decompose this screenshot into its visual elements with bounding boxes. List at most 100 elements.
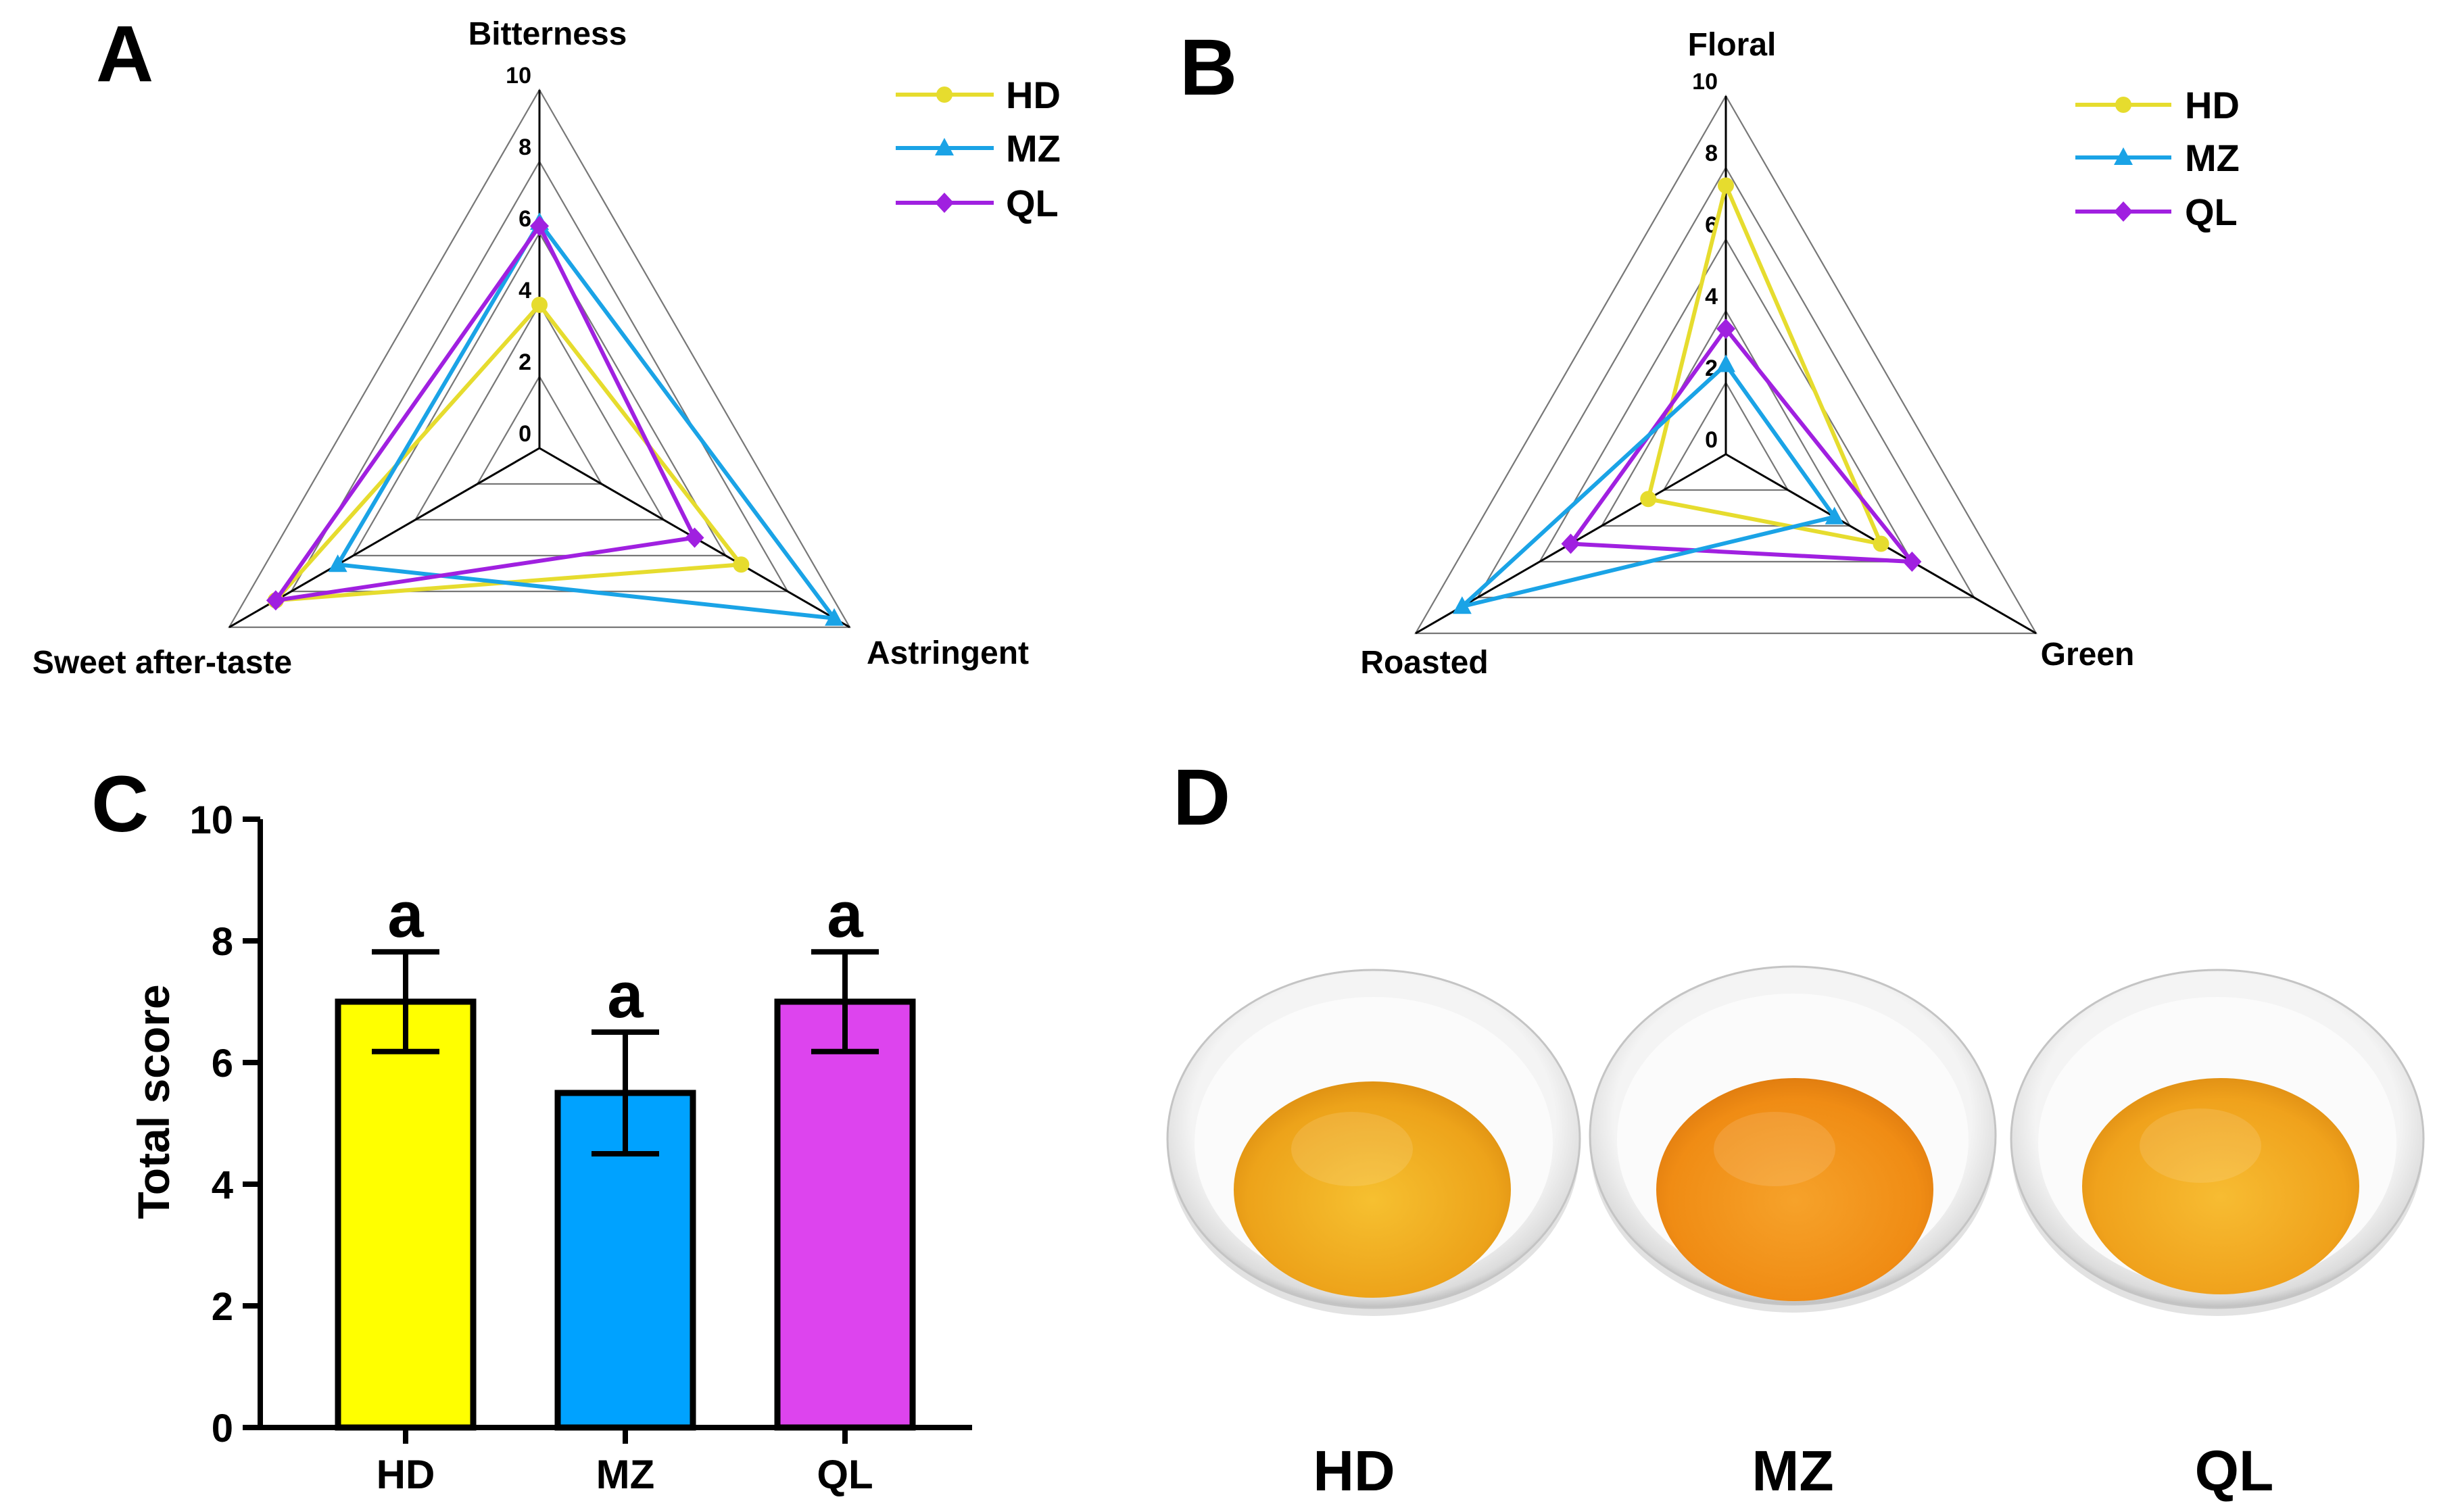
legend-a-marker-hd-shape	[936, 87, 952, 103]
legend-a-marker-ql-shape	[935, 193, 954, 213]
radar-b-grid-ring-2	[1662, 381, 1789, 491]
radar-b-tick-8: 8	[1705, 141, 1718, 166]
bar-c-bars: a HD a MZ a QL	[335, 879, 916, 1497]
legend-b-marker-mz	[2114, 147, 2133, 165]
radar-a-tick-6: 6	[518, 206, 531, 232]
bar-c-xtick-hd: HD	[377, 1452, 435, 1497]
photo-label-mz: MZ	[1752, 1439, 1833, 1503]
radar-a-tick-8: 8	[518, 135, 531, 160]
radar-b-series-ql-point-0	[1716, 318, 1735, 339]
legend-b-marker-ql-shape	[2114, 201, 2133, 222]
radar-a-grid-ring-4	[414, 303, 665, 521]
radar-a-series-mz-point-2	[328, 554, 347, 572]
bar-c-ylabel: Total score	[128, 984, 178, 1219]
tea-liquor-hd	[1234, 1081, 1511, 1298]
bar-c-significance-hd: a	[387, 879, 424, 951]
radar-b-series-hd-point-1	[1873, 535, 1889, 552]
radar-b-tick-0: 0	[1705, 427, 1718, 453]
bar-c-xtick-ql: QL	[817, 1452, 873, 1497]
tea-liquor-ql-highlight	[2140, 1108, 2261, 1183]
photo-label-hd: HD	[1313, 1439, 1395, 1503]
radar-a-series	[266, 212, 844, 626]
tea-liquor-mz	[1656, 1078, 1933, 1301]
radar-a-grid-ring-2	[476, 374, 603, 485]
radar-a-axis-sweet-after-taste: Sweet after-taste	[32, 645, 292, 681]
tea-liquor-ql	[2082, 1078, 2359, 1294]
bar-c-bar-ql	[774, 998, 916, 1431]
legend-a-marker-hd	[936, 87, 952, 103]
radar-b-series-hd-line	[1646, 183, 1883, 546]
radar-b-series-ql-point-1	[1902, 552, 1922, 572]
bar-c-bar-hd	[335, 998, 477, 1431]
radar-a-series-ql-point-1	[685, 527, 704, 548]
radar-a-axis-bitterness: Bitterness	[468, 16, 627, 52]
radar-a-grid-ring-10	[228, 88, 851, 629]
radar-a-series-mz-point-1	[825, 608, 844, 626]
radar-a-series-ql-point-0	[530, 216, 549, 237]
tea-liquor-mz-highlight	[1714, 1112, 1835, 1186]
legend-b-marker-hd	[2115, 97, 2131, 113]
panel-letter-b: B	[1180, 23, 1237, 112]
legend-b-label-ql: QL	[2185, 191, 2238, 233]
legend-b-marker-ql	[2114, 201, 2133, 222]
radar-b-axis-floral: Floral	[1688, 27, 1777, 63]
bar-c-ytick-0: 0	[212, 1407, 233, 1450]
radar-a-ticks: 0 2 4 6 8 10	[506, 63, 531, 447]
tea-cup-hd	[1166, 969, 1581, 1316]
bar-c-xtick-mz: MZ	[596, 1452, 655, 1497]
radar-a-tick-10: 10	[506, 63, 531, 89]
legend-a-label-hd: HD	[1006, 74, 1061, 116]
radar-b-axis-green: Green	[2041, 637, 2135, 673]
legend-a-marker-mz-shape	[935, 138, 954, 155]
tea-cup-mz	[1589, 965, 1997, 1313]
bar-c-ytick-8: 8	[212, 920, 233, 964]
radar-a-axis-astringent: Astringent	[867, 635, 1029, 671]
radar-a-grid-ring-8	[289, 160, 790, 593]
legend-b-label-mz: MZ	[2185, 137, 2240, 179]
radar-b-tick-4: 4	[1705, 284, 1718, 310]
radar-b-series-mz-point-1	[1825, 506, 1844, 525]
radar-a-series-ql-point-2	[266, 590, 285, 611]
panel-letter-c: C	[91, 760, 149, 849]
radar-a-tick-2: 2	[518, 349, 531, 375]
radar-b-axis-roasted: Roasted	[1360, 645, 1488, 681]
legend-a-marker-ql	[935, 193, 954, 213]
radar-b-tick-10: 10	[1692, 69, 1718, 95]
bar-c-ytick-10: 10	[189, 798, 233, 842]
radar-b-series	[1452, 177, 1922, 614]
radar-a-grid	[228, 88, 851, 629]
radar-b-series-mz-point-2	[1452, 596, 1472, 614]
photo-panel-d: HD MZ QL	[1166, 965, 2425, 1503]
photo-label-ql: QL	[2195, 1439, 2274, 1503]
radar-b-series-ql-line	[1568, 326, 1914, 564]
radar-a-series-hd-point-1	[733, 556, 750, 573]
radar-a-series-ql-line	[273, 224, 697, 603]
legend-b-marker-mz-shape	[2114, 147, 2133, 165]
radar-b-series-mz-point-0	[1716, 354, 1735, 372]
radar-b-grid-ring-8	[1476, 166, 1976, 599]
bar-c-significance-ql: a	[827, 879, 863, 951]
radar-a-series-hd-point-0	[531, 297, 548, 313]
radar-chart-a: 0 2 4 6 8 10 Bitterness Astringent Sweet afte…	[32, 16, 1029, 681]
legend-b-label-hd: HD	[2185, 84, 2240, 126]
radar-a-grid-ring-6	[352, 231, 727, 557]
bar-c-significance-mz: a	[607, 959, 644, 1031]
radar-a-tick-4: 4	[518, 278, 531, 303]
radar-b-series-mz-line	[1460, 362, 1837, 609]
legend-a: HD MZ QL	[896, 74, 1061, 224]
bar-c-ytick-2: 2	[212, 1285, 233, 1329]
radar-a-tick-0: 0	[518, 421, 531, 447]
radar-b-grid-ring-4	[1600, 309, 1852, 527]
legend-b-marker-hd-shape	[2115, 97, 2131, 113]
tea-cup-ql	[2010, 969, 2425, 1316]
legend-a-label-ql: QL	[1006, 182, 1059, 224]
legend-a-label-mz: MZ	[1006, 127, 1061, 170]
radar-b-series-hd-point-0	[1718, 177, 1734, 194]
radar-a-series-mz-line	[335, 220, 837, 620]
radar-b-series-ql-point-2	[1561, 533, 1581, 554]
legend-a-marker-mz	[935, 138, 954, 155]
radar-b-series-hd-point-2	[1640, 491, 1657, 508]
bar-c-ytick-4: 4	[212, 1163, 233, 1207]
bar-chart-c: Total score 0 2 4 6 8 10 a HD a MZ a QL	[128, 798, 972, 1497]
